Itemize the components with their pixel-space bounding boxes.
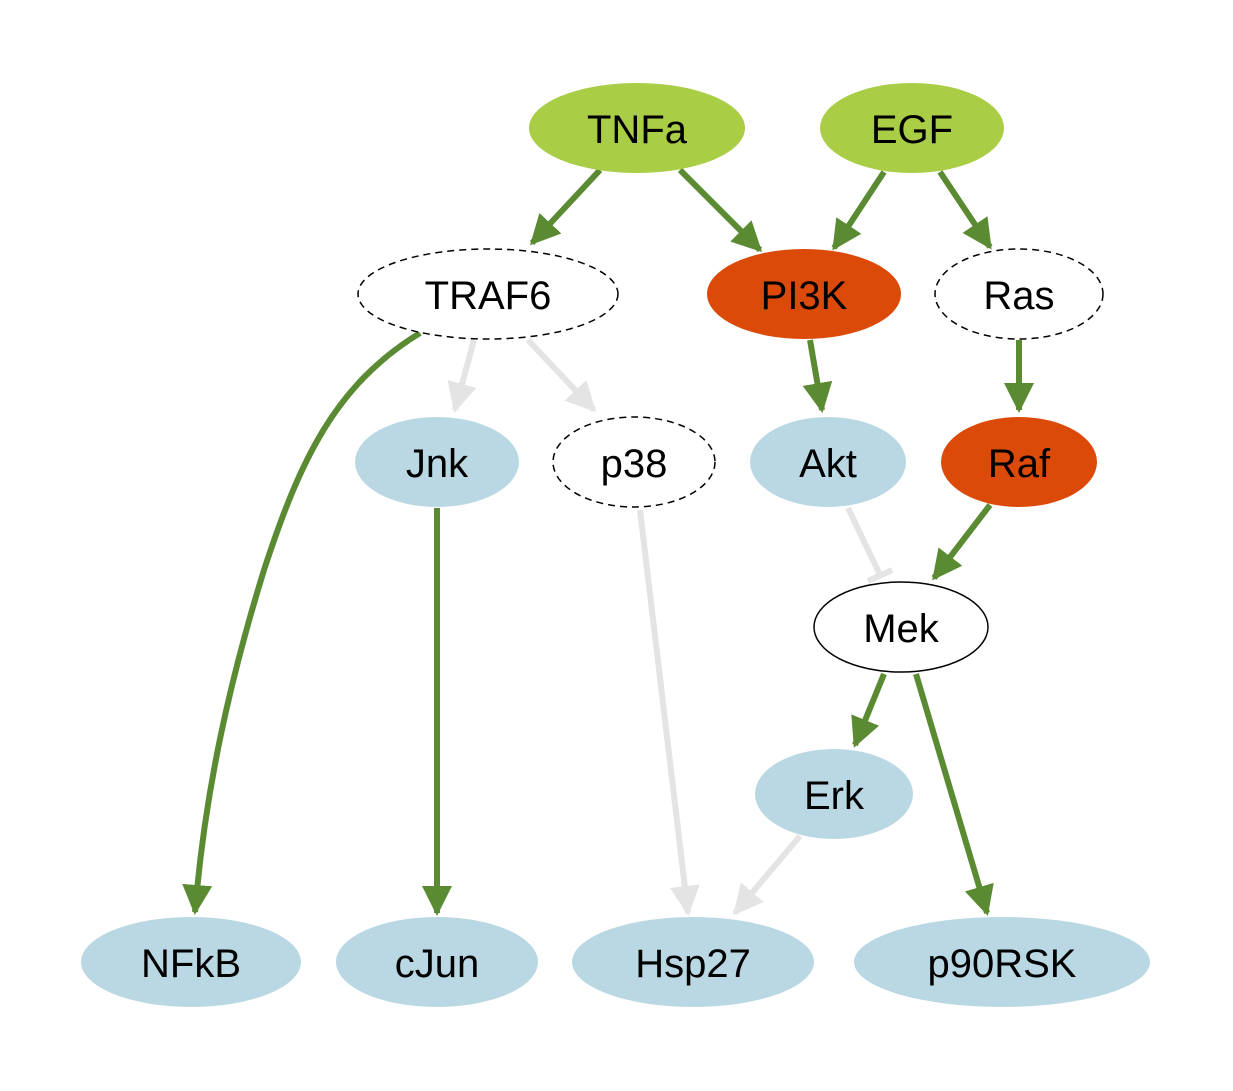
node-label: p38 <box>601 442 668 486</box>
edge-egf-to-pi3k <box>831 170 887 251</box>
activation-arrow <box>931 503 993 581</box>
node-shape <box>820 83 1004 173</box>
activation-arrow <box>525 337 597 413</box>
edge-egf-to-ras <box>937 170 993 250</box>
node-shape <box>934 248 1104 340</box>
node-p90rsk: p90RSK <box>854 917 1150 1007</box>
activation-arrow <box>851 672 887 748</box>
inhibition-line <box>845 506 883 577</box>
node-shape <box>357 248 619 340</box>
node-shape <box>572 917 814 1007</box>
node-label: PI3K <box>761 274 848 318</box>
edge-akt-to-mek <box>845 506 894 584</box>
node-shape <box>941 417 1097 507</box>
node-label: Jnk <box>406 442 469 486</box>
node-shape <box>750 417 906 507</box>
node-label: p90RSK <box>928 942 1077 986</box>
node-hsp27: Hsp27 <box>572 917 814 1007</box>
node-label: Akt <box>799 442 857 486</box>
activation-arrow <box>182 330 422 915</box>
node-erk: Erk <box>755 749 913 839</box>
node-label: Ras <box>983 274 1054 318</box>
activation-arrow <box>677 167 763 253</box>
node-mek: Mek <box>813 581 989 673</box>
node-akt: Akt <box>750 417 906 507</box>
edge-traf6-to-p38 <box>525 337 597 413</box>
node-label: Raf <box>988 442 1051 486</box>
edge-p38-to-hsp27 <box>637 509 700 916</box>
activation-arrow <box>937 170 993 250</box>
node-label: TRAF6 <box>425 274 552 318</box>
activation-arrow <box>831 170 887 251</box>
activation-arrow <box>732 834 803 916</box>
node-egf: EGF <box>820 83 1004 173</box>
node-cjun: cJun <box>336 917 538 1007</box>
activation-arrow <box>529 167 603 246</box>
edge-mek-to-erk <box>851 672 887 748</box>
edge-pi3k-to-akt <box>802 339 833 413</box>
node-raf: Raf <box>941 417 1097 507</box>
nodes-layer: TNFa EGF TRAF6 PI3K Ras Jnk p38 Akt Raf Mek Erk NFk… <box>81 83 1150 1007</box>
activation-arrow <box>802 339 833 413</box>
activation-arrow <box>913 673 994 916</box>
node-shape <box>813 581 989 673</box>
node-shape <box>755 749 913 839</box>
edge-traf6-to-nfkb <box>182 330 422 915</box>
node-shape <box>529 83 745 173</box>
node-shape <box>336 917 538 1007</box>
node-shape <box>552 416 716 508</box>
node-p38: p38 <box>552 416 716 508</box>
node-shape <box>81 917 301 1007</box>
node-traf6: TRAF6 <box>357 248 619 340</box>
node-shape <box>355 417 519 507</box>
node-label: Erk <box>804 774 865 818</box>
edges-layer <box>182 167 1034 916</box>
node-label: TNFa <box>587 108 688 152</box>
node-label: cJun <box>395 942 480 986</box>
activation-arrow <box>447 339 477 413</box>
node-pi3k: PI3K <box>707 249 901 339</box>
edge-traf6-to-jnk <box>447 339 477 413</box>
node-label: Hsp27 <box>635 942 751 986</box>
edge-tnfa-to-traf6 <box>529 167 603 246</box>
activation-arrow <box>637 509 700 916</box>
edge-mek-to-p90rsk <box>913 673 994 916</box>
node-shape <box>854 917 1150 1007</box>
node-shape <box>707 249 901 339</box>
edge-tnfa-to-pi3k <box>677 167 763 253</box>
node-nfkb: NFkB <box>81 917 301 1007</box>
node-label: Mek <box>863 607 940 651</box>
inhibition-bar <box>866 567 894 584</box>
node-jnk: Jnk <box>355 417 519 507</box>
edge-raf-to-mek <box>931 503 993 581</box>
node-label: NFkB <box>141 942 241 986</box>
node-ras: Ras <box>934 248 1104 340</box>
node-tnfa: TNFa <box>529 83 745 173</box>
node-label: EGF <box>871 108 953 152</box>
edge-erk-to-hsp27 <box>732 834 803 916</box>
